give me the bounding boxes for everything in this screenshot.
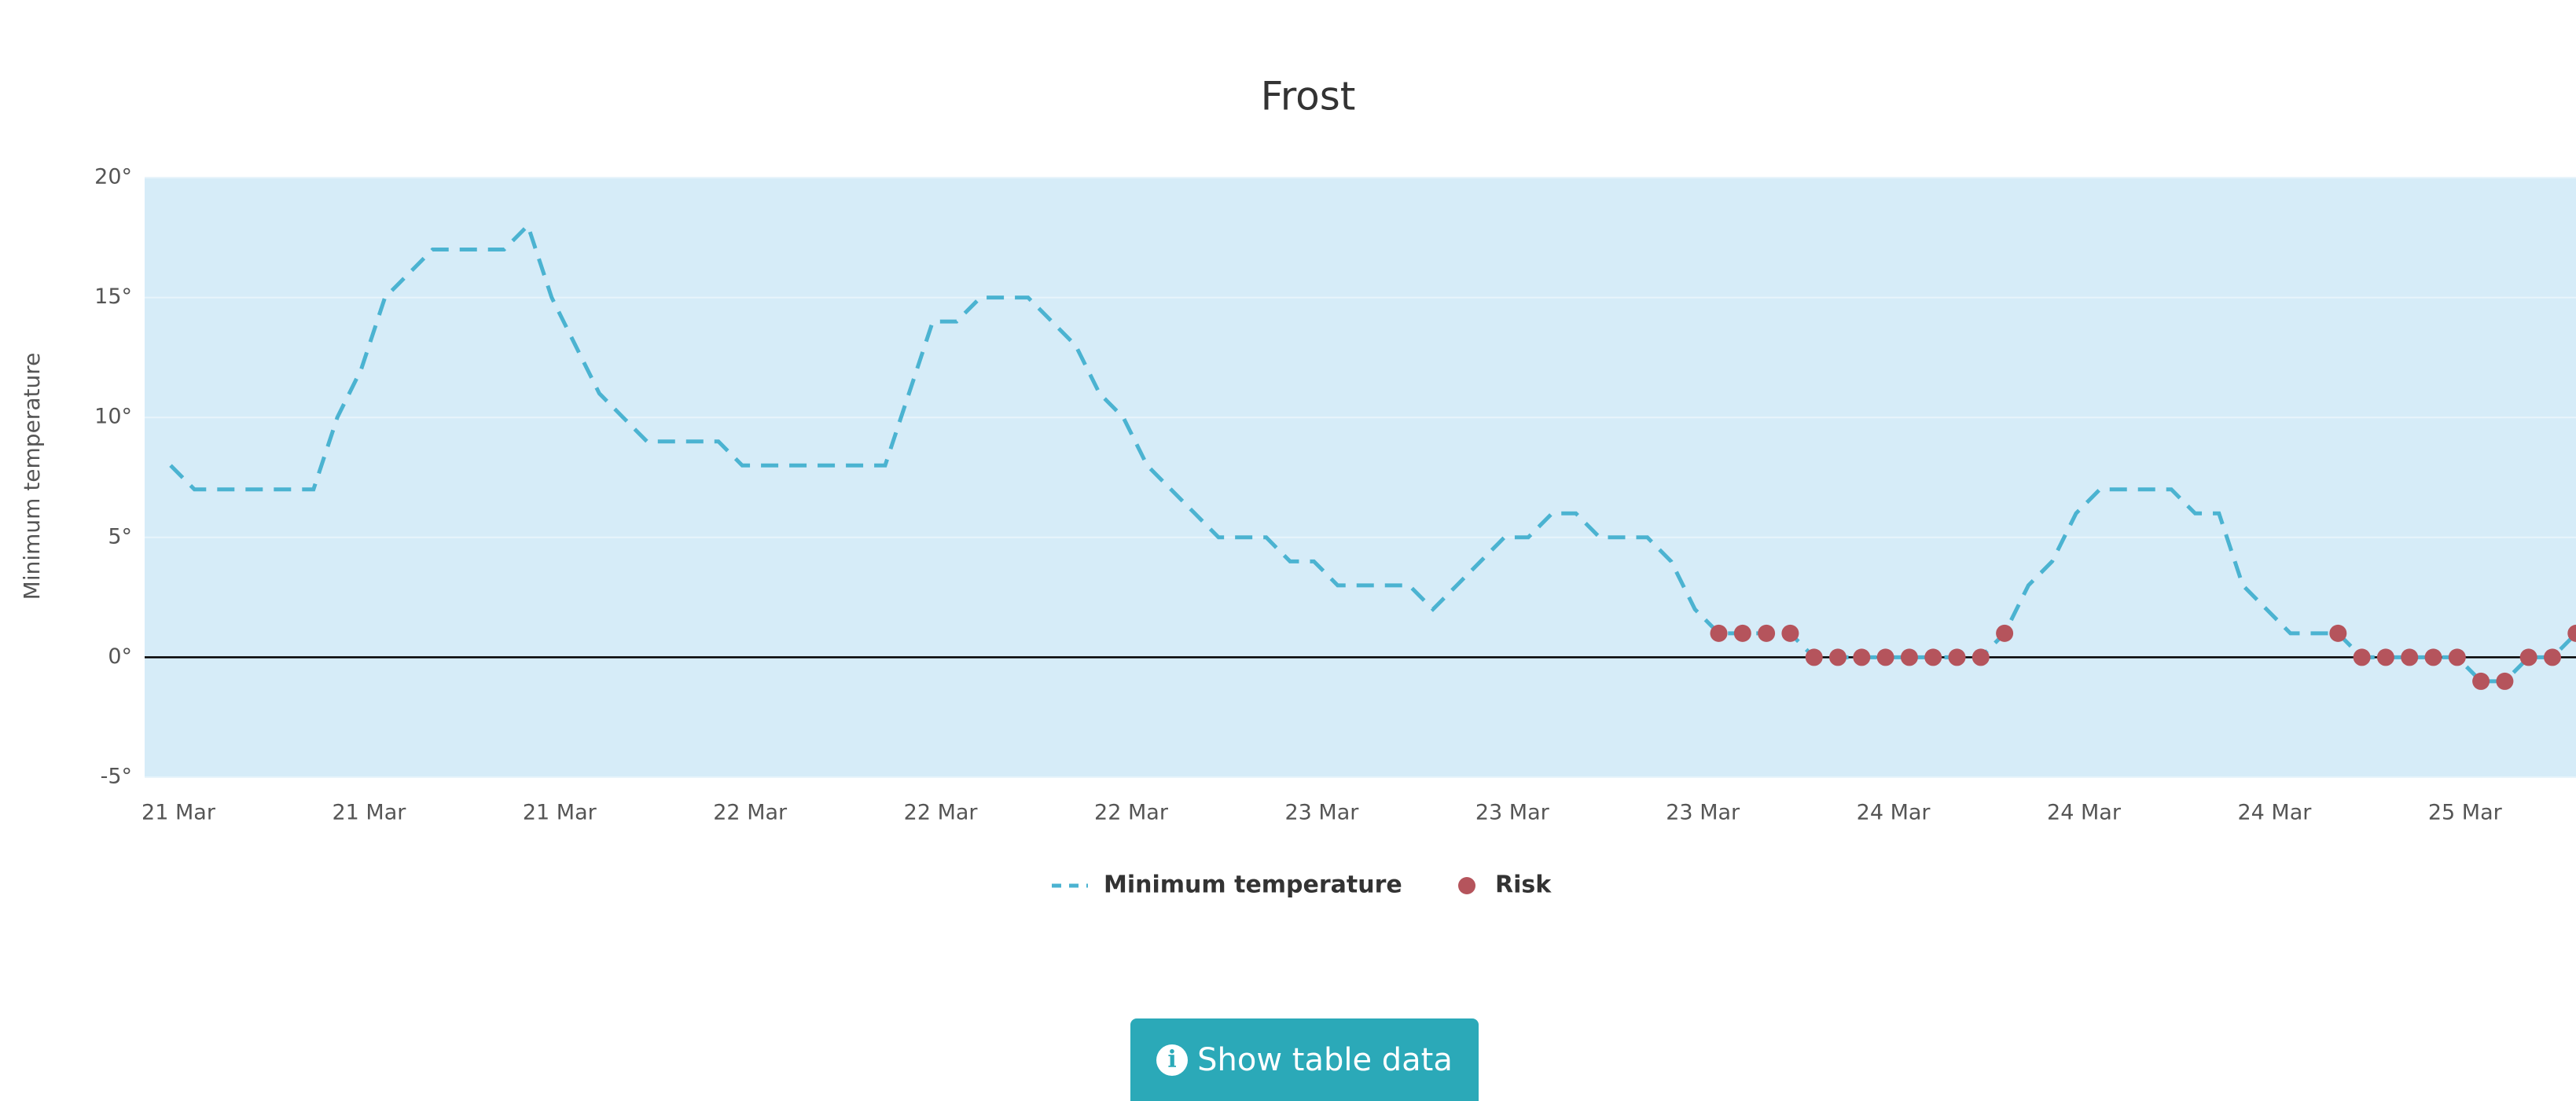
risk-marker [1924, 648, 1942, 666]
risk-marker [1733, 624, 1751, 642]
risk-marker [1948, 648, 1966, 666]
legend-label: Risk [1495, 872, 1552, 899]
info-icon: i [1156, 1044, 1189, 1076]
risk-marker [1853, 648, 1871, 666]
y-tick-label: 0° [108, 644, 132, 669]
risk-marker [1996, 624, 2014, 642]
risk-marker [2472, 672, 2490, 690]
risk-marker [1758, 624, 1776, 642]
risk-marker [1900, 648, 1918, 666]
risk-marker [2448, 648, 2466, 666]
x-tick-label: 23 Mar [1475, 801, 1550, 825]
risk-marker [2424, 648, 2442, 666]
x-tick-label: 24 Mar [2237, 801, 2312, 825]
legend-label: Minimum temperature [1104, 872, 1402, 899]
risk-marker [2567, 624, 2576, 642]
risk-marker [1876, 648, 1894, 666]
x-tick-label: 25 Mar [2428, 801, 2503, 825]
risk-marker [1829, 648, 1847, 666]
chart: Frost Minimum temperature -5° 0° 5° 10° 15° 2… [19, 74, 2576, 899]
risk-marker [1805, 648, 1823, 666]
risk-marker [1972, 648, 1990, 666]
x-tick-label: 22 Mar [904, 801, 979, 825]
risk-marker [2544, 648, 2561, 666]
risk-marker [2401, 648, 2419, 666]
y-axis-label: Minimum temperature [19, 353, 45, 600]
y-tick-label: -5° [101, 765, 132, 789]
risk-marker [1710, 624, 1728, 642]
x-tick-label: 24 Mar [1857, 801, 1931, 825]
risk-marker [2496, 672, 2514, 690]
y-tick-label: 10° [94, 405, 132, 429]
x-tick-label: 21 Mar [523, 801, 597, 825]
x-tick-label: 22 Mar [713, 801, 788, 825]
y-tick-label: 5° [108, 524, 132, 549]
risk-marker [1781, 624, 1799, 642]
legend-swatch [1458, 877, 1475, 894]
chart-title: Frost [1261, 74, 1356, 119]
x-tick-label: 23 Mar [1666, 801, 1740, 825]
x-tick-label: 21 Mar [332, 801, 406, 825]
risk-marker [2353, 648, 2371, 666]
button-label: Show table data [1197, 1041, 1453, 1078]
show-table-button[interactable]: i Show table data [1130, 1018, 1479, 1101]
y-tick-label: 20° [94, 165, 132, 189]
x-tick-label: 24 Mar [2047, 801, 2122, 825]
risk-marker [2376, 648, 2394, 666]
x-tick-label: 21 Mar [141, 801, 216, 825]
risk-marker [2329, 624, 2347, 642]
y-tick-label: 15° [94, 284, 132, 309]
plot-area [145, 178, 2576, 777]
x-tick-label: 22 Mar [1094, 801, 1169, 825]
temperature-line [169, 222, 2576, 684]
x-tick-label: 23 Mar [1284, 801, 1359, 825]
risk-marker [2519, 648, 2537, 666]
